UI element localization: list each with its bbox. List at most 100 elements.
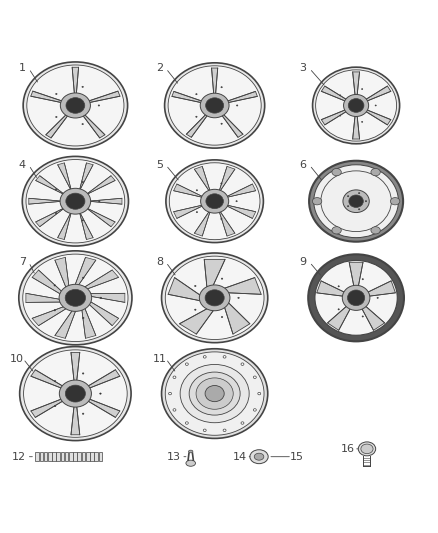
- Ellipse shape: [23, 254, 128, 342]
- Polygon shape: [32, 270, 64, 295]
- Polygon shape: [363, 109, 391, 125]
- Polygon shape: [218, 208, 235, 236]
- Polygon shape: [180, 306, 216, 334]
- Ellipse shape: [201, 189, 229, 213]
- Polygon shape: [82, 270, 119, 290]
- Polygon shape: [328, 304, 352, 330]
- Ellipse shape: [165, 63, 265, 148]
- Text: 16: 16: [341, 444, 355, 454]
- Ellipse shape: [221, 219, 222, 220]
- Polygon shape: [224, 91, 258, 103]
- Text: 5: 5: [156, 160, 163, 170]
- Ellipse shape: [59, 380, 92, 407]
- Ellipse shape: [361, 122, 363, 123]
- Polygon shape: [88, 198, 122, 204]
- Ellipse shape: [65, 385, 85, 402]
- Ellipse shape: [338, 309, 339, 310]
- Ellipse shape: [54, 285, 56, 286]
- Ellipse shape: [60, 93, 90, 118]
- Ellipse shape: [180, 365, 249, 423]
- Ellipse shape: [314, 165, 399, 238]
- Ellipse shape: [206, 194, 223, 208]
- Polygon shape: [31, 370, 67, 390]
- Ellipse shape: [365, 200, 367, 202]
- FancyBboxPatch shape: [48, 452, 52, 462]
- Ellipse shape: [162, 349, 268, 439]
- Polygon shape: [71, 403, 80, 435]
- Polygon shape: [349, 262, 363, 289]
- Ellipse shape: [358, 209, 360, 210]
- FancyBboxPatch shape: [35, 452, 39, 462]
- Ellipse shape: [162, 253, 268, 343]
- Polygon shape: [26, 293, 64, 302]
- Ellipse shape: [194, 309, 196, 310]
- Ellipse shape: [309, 161, 403, 241]
- Polygon shape: [81, 306, 96, 338]
- Polygon shape: [46, 112, 70, 138]
- Text: 9: 9: [300, 257, 307, 267]
- Polygon shape: [168, 278, 205, 302]
- Text: 7: 7: [19, 257, 26, 267]
- Ellipse shape: [20, 346, 131, 441]
- Ellipse shape: [169, 392, 172, 395]
- Ellipse shape: [196, 378, 233, 409]
- Polygon shape: [364, 281, 396, 297]
- Ellipse shape: [358, 442, 376, 456]
- Polygon shape: [84, 370, 120, 390]
- Polygon shape: [74, 257, 96, 287]
- Ellipse shape: [165, 352, 264, 435]
- Polygon shape: [35, 207, 65, 227]
- Ellipse shape: [237, 105, 238, 106]
- Ellipse shape: [24, 350, 127, 437]
- Ellipse shape: [349, 195, 364, 207]
- Ellipse shape: [343, 94, 369, 117]
- Polygon shape: [220, 278, 261, 294]
- Polygon shape: [223, 204, 256, 219]
- Ellipse shape: [185, 422, 188, 424]
- Ellipse shape: [371, 227, 380, 234]
- Text: 2: 2: [156, 63, 163, 74]
- Text: 8: 8: [156, 257, 163, 267]
- FancyBboxPatch shape: [57, 452, 60, 462]
- Ellipse shape: [339, 115, 341, 116]
- Polygon shape: [173, 184, 206, 198]
- Ellipse shape: [82, 277, 84, 278]
- Polygon shape: [85, 91, 120, 103]
- FancyBboxPatch shape: [73, 452, 77, 462]
- FancyBboxPatch shape: [52, 452, 56, 462]
- Ellipse shape: [65, 289, 85, 306]
- Polygon shape: [58, 211, 71, 239]
- Ellipse shape: [221, 183, 222, 184]
- Ellipse shape: [339, 95, 341, 96]
- Ellipse shape: [316, 70, 396, 141]
- Polygon shape: [223, 300, 250, 334]
- Polygon shape: [218, 166, 235, 194]
- FancyBboxPatch shape: [60, 452, 64, 462]
- Polygon shape: [321, 86, 349, 102]
- Polygon shape: [85, 176, 115, 195]
- FancyBboxPatch shape: [44, 452, 47, 462]
- Ellipse shape: [223, 429, 226, 432]
- Ellipse shape: [170, 163, 260, 240]
- Polygon shape: [55, 257, 69, 290]
- Ellipse shape: [347, 206, 349, 207]
- Ellipse shape: [188, 450, 193, 453]
- Polygon shape: [31, 398, 67, 417]
- Ellipse shape: [205, 385, 224, 402]
- Polygon shape: [194, 166, 211, 194]
- Ellipse shape: [253, 409, 256, 411]
- Ellipse shape: [98, 105, 99, 106]
- Ellipse shape: [168, 66, 261, 145]
- Ellipse shape: [199, 285, 230, 311]
- Ellipse shape: [241, 422, 244, 424]
- Ellipse shape: [100, 297, 102, 298]
- Ellipse shape: [56, 93, 57, 94]
- Ellipse shape: [166, 160, 263, 243]
- Ellipse shape: [196, 116, 197, 117]
- Ellipse shape: [358, 192, 360, 193]
- Polygon shape: [58, 163, 71, 191]
- Ellipse shape: [59, 284, 92, 311]
- Text: 11: 11: [152, 354, 166, 364]
- Ellipse shape: [54, 406, 56, 407]
- Ellipse shape: [221, 278, 223, 279]
